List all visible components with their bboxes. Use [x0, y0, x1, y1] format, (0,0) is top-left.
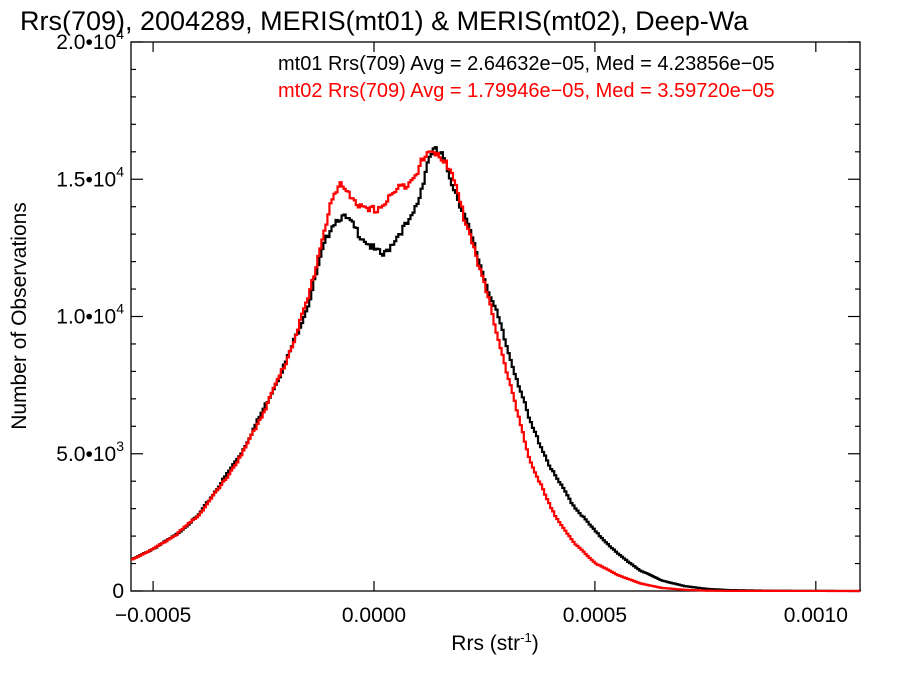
mt02-stats-label: mt02 Rrs(709) Avg = 1.79946e−05, Med = 3…	[278, 80, 775, 102]
series-lines	[131, 146, 862, 593]
x-axis-label: Rrs (str-1)	[451, 630, 538, 655]
x-tick-label: 0.0000	[342, 604, 406, 627]
series-line-mt01	[131, 146, 862, 593]
mt01-stats-label: mt01 Rrs(709) Avg = 2.64632e−05, Med = 4…	[278, 53, 775, 75]
plot-frame	[130, 41, 861, 592]
x-tick-label: 0.0005	[563, 604, 627, 627]
x-tick-label: −0.0005	[115, 604, 192, 627]
y-tick-label: 1.0•104	[56, 301, 124, 329]
y-tick-label: 5.0•103	[56, 438, 124, 466]
y-tick-label: 0	[112, 580, 124, 603]
series-line-mt02	[131, 150, 860, 593]
y-axis-label: Number of Observations	[8, 202, 31, 430]
axis-ticks: −0.0005 0.0000 0.0005 0.0010 0 5.0•103 1.0•104…	[56, 26, 860, 627]
x-tick-label: 0.0010	[784, 604, 848, 627]
y-tick-label: 2.0•104	[56, 26, 124, 54]
y-tick-label: 1.5•104	[56, 163, 124, 191]
chart-title: Rrs(709), 2004289, MERIS(mt01) & MERIS(m…	[20, 6, 749, 36]
svg-text:Number of Observations: Number of Observations	[8, 202, 31, 430]
